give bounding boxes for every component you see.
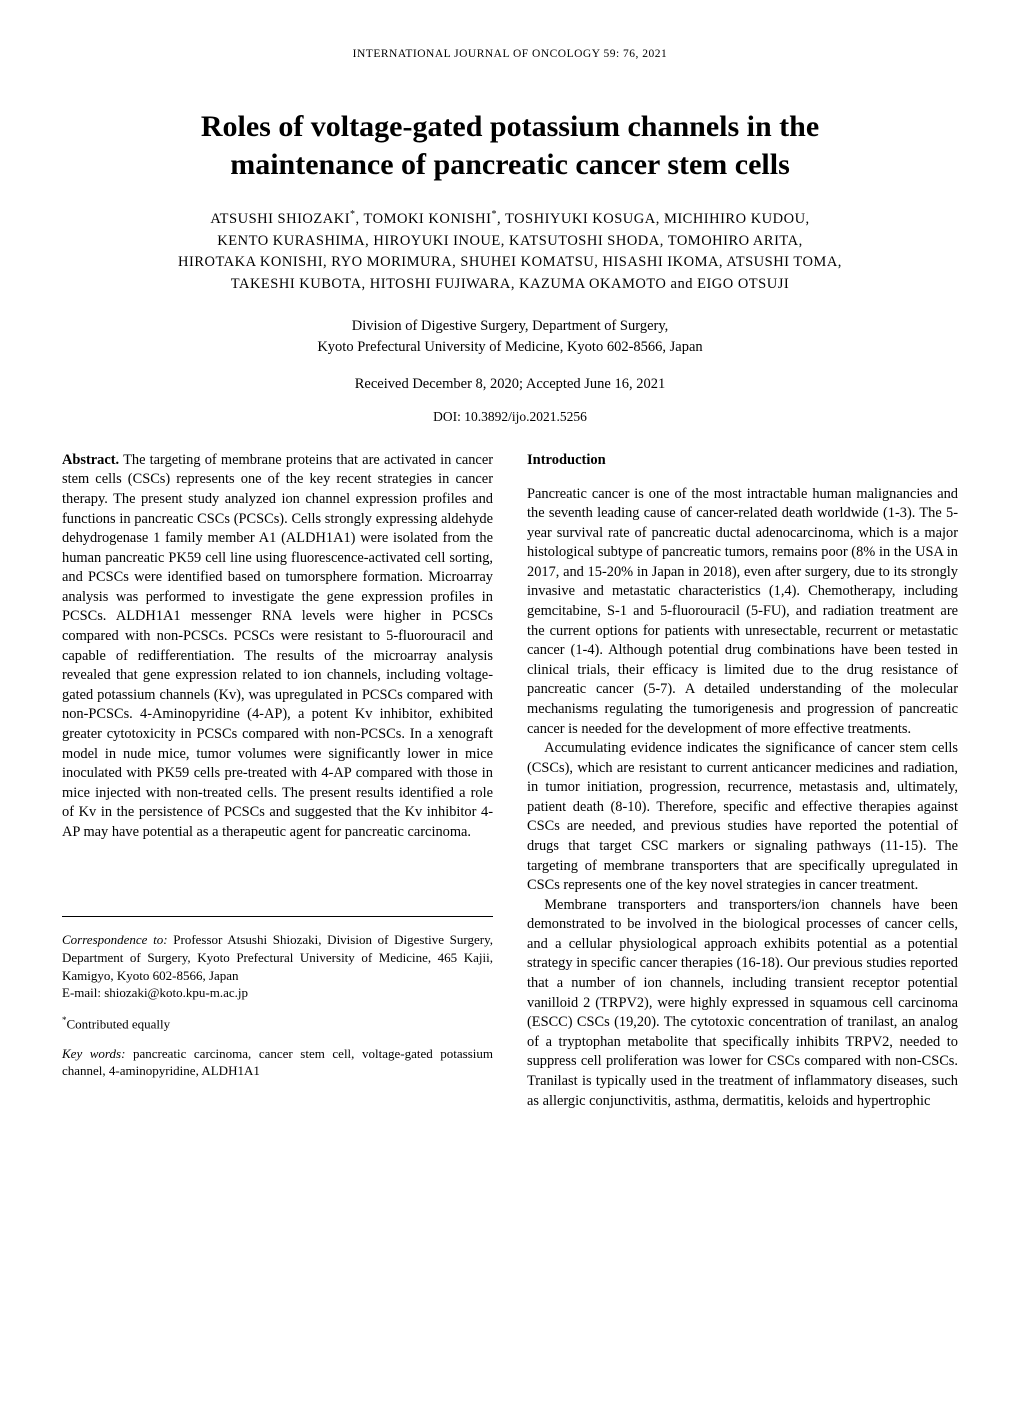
author-seg-1b: , TOMOKI KONISHI <box>356 211 492 227</box>
affiliation-line-1: Division of Digestive Surgery, Departmen… <box>352 318 669 334</box>
contributed-equally: *Contributed equally <box>62 1014 493 1033</box>
keywords-lead: Key words: <box>62 1046 125 1061</box>
footer-divider <box>62 916 493 917</box>
author-seg-1: ATSUSHI SHIOZAKI <box>210 211 350 227</box>
correspondence-lead: Correspondence to: <box>62 932 168 947</box>
right-column: Introduction Pancreatic cancer is one of… <box>527 451 958 1111</box>
doi: DOI: 10.3892/ijo.2021.5256 <box>62 409 958 425</box>
correspondence-email: E-mail: shiozaki@koto.kpu-m.ac.jp <box>62 985 248 1000</box>
title-line-2: maintenance of pancreatic cancer stem ce… <box>230 148 790 181</box>
intro-paragraph-2: Accumulating evidence indicates the sign… <box>527 739 958 896</box>
author-seg-4: TAKESHI KUBOTA, HITOSHI FUJIWARA, KAZUMA… <box>231 276 789 292</box>
correspondence-block: Correspondence to: Professor Atsushi Shi… <box>62 931 493 1001</box>
intro-paragraph-1: Pancreatic cancer is one of the most int… <box>527 485 958 740</box>
paper-title: Roles of voltage-gated potassium channel… <box>62 108 958 183</box>
affiliation: Division of Digestive Surgery, Departmen… <box>62 316 958 358</box>
introduction-heading: Introduction <box>527 451 958 471</box>
author-seg-2: KENTO KURASHIMA, HIROYUKI INOUE, KATSUTO… <box>217 233 802 249</box>
abstract-paragraph: Abstract. The targeting of membrane prot… <box>62 451 493 843</box>
abstract-label: Abstract. <box>62 452 119 468</box>
two-column-body: Abstract. The targeting of membrane prot… <box>62 451 958 1111</box>
journal-header: INTERNATIONAL JOURNAL OF ONCOLOGY 59: 76… <box>62 48 958 60</box>
left-column: Abstract. The targeting of membrane prot… <box>62 451 493 1111</box>
received-accepted-dates: Received December 8, 2020; Accepted June… <box>62 376 958 393</box>
abstract-text: The targeting of membrane proteins that … <box>62 452 493 840</box>
author-seg-1c: , TOSHIYUKI KOSUGA, MICHIHIRO KUDOU, <box>497 211 810 227</box>
keywords-block: Key words: pancreatic carcinoma, cancer … <box>62 1045 493 1080</box>
keywords-text: pancreatic carcinoma, cancer stem cell, … <box>62 1046 493 1079</box>
intro-paragraph-3: Membrane transporters and transporters/i… <box>527 896 958 1111</box>
author-seg-3: HIROTAKA KONISHI, RYO MORIMURA, SHUHEI K… <box>178 254 842 270</box>
affiliation-line-2: Kyoto Prefectural University of Medicine… <box>317 339 702 355</box>
contrib-text: Contributed equally <box>67 1016 171 1031</box>
author-list: ATSUSHI SHIOZAKI*, TOMOKI KONISHI*, TOSH… <box>62 207 958 296</box>
title-line-1: Roles of voltage-gated potassium channel… <box>201 110 819 143</box>
